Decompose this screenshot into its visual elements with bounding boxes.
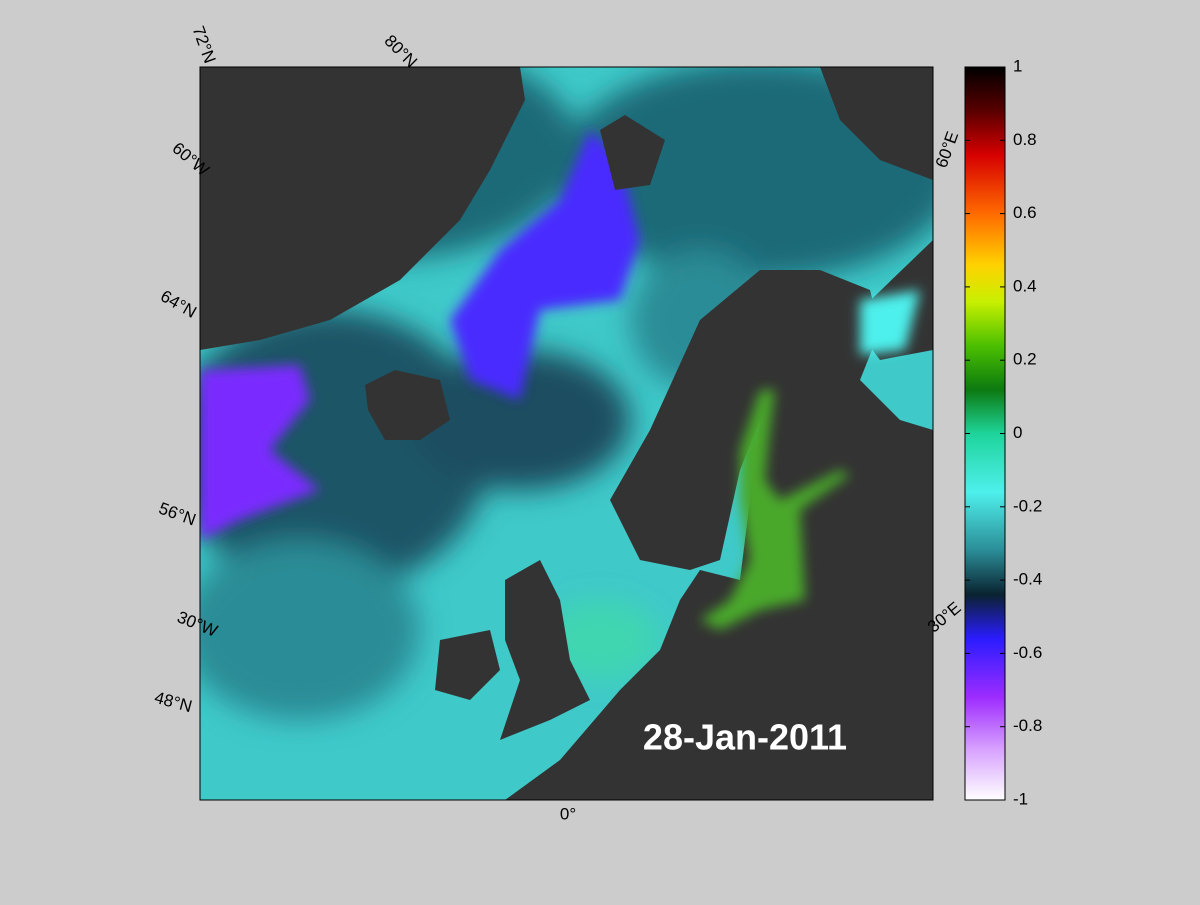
colorbar-tick-label: 0.6: [1013, 203, 1037, 222]
colorbar-tick-label: -1: [1013, 789, 1028, 808]
colorbar-tick-label: -0.2: [1013, 496, 1042, 515]
graticule-label: 0°: [560, 804, 576, 823]
map-frame: [199, 66, 934, 801]
colorbar: [964, 66, 1006, 801]
colorbar-tick-label: 1: [1013, 56, 1022, 75]
colorbar-tick-label: 0.8: [1013, 130, 1037, 149]
graticule-label: 56°N: [156, 499, 198, 530]
graticule-label: 48°N: [152, 688, 194, 716]
graticule-label: 72°N: [189, 24, 220, 66]
colorbar-tick-label: -0.6: [1013, 643, 1042, 662]
low-anomaly: [200, 130, 640, 540]
map-area: [200, 67, 933, 800]
graticule-label: 60°E: [932, 129, 963, 170]
graticule-label: 64°N: [157, 286, 199, 321]
colorbar-tick-label: 0.2: [1013, 350, 1037, 369]
ocean-field: [200, 67, 933, 720]
colorbar-tick-label: -0.4: [1013, 570, 1042, 589]
baltic: [700, 290, 920, 630]
date-label: 28-Jan-2011: [643, 717, 847, 758]
graticule-label: 80°N: [381, 31, 421, 71]
colorbar-tick-label: -0.8: [1013, 716, 1042, 735]
colorbar-tick-label: 0: [1013, 423, 1022, 442]
colorbar-tick-label: 0.4: [1013, 276, 1037, 295]
